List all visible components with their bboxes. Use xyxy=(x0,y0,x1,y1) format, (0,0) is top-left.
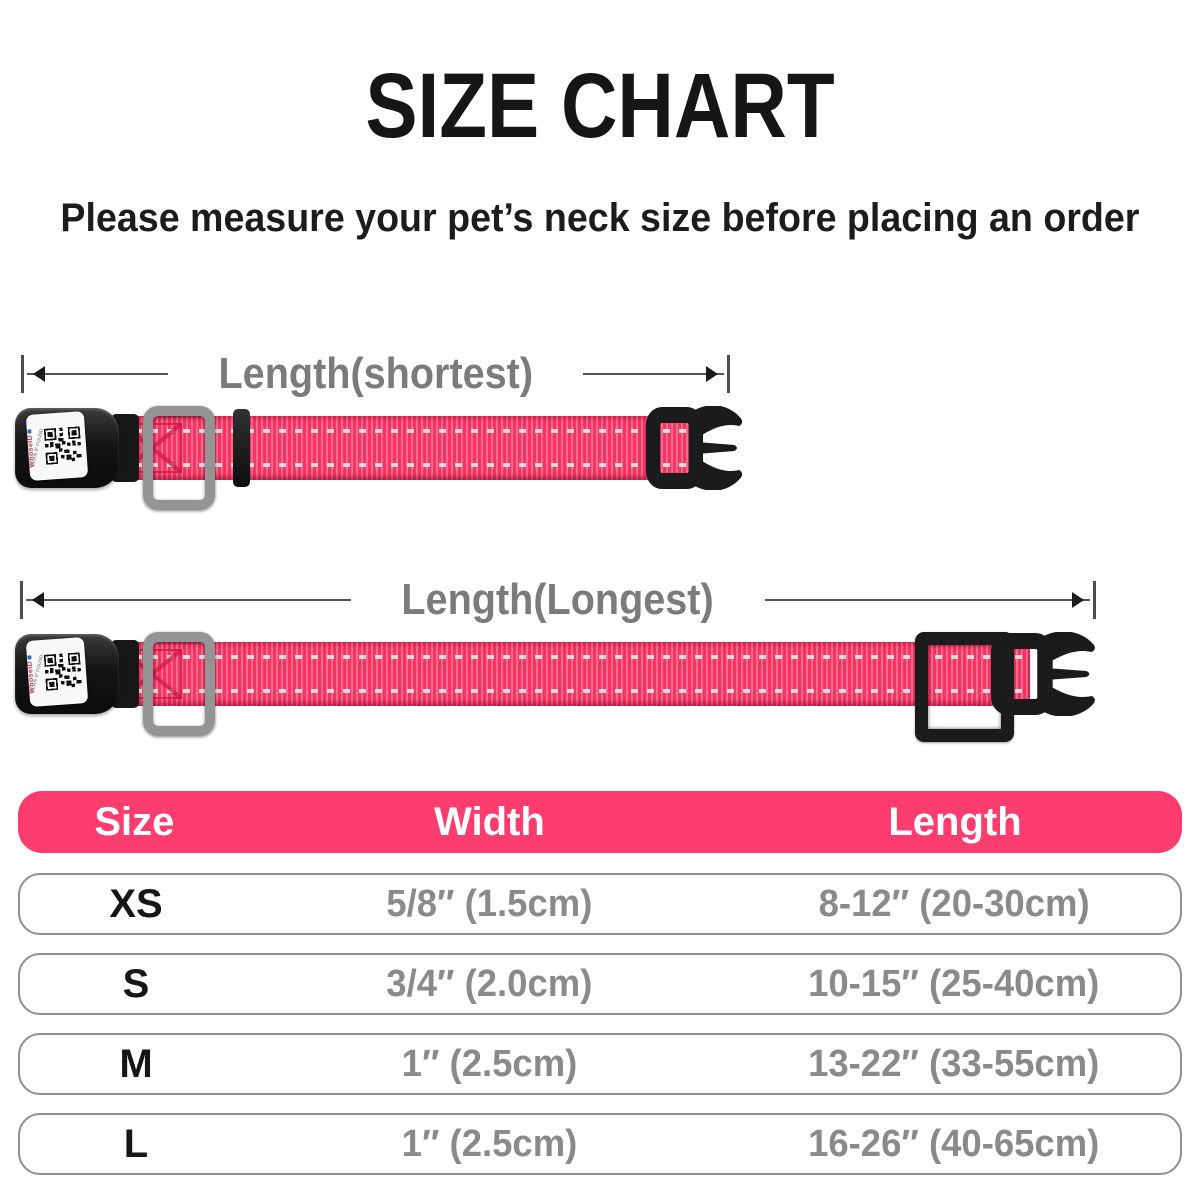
subtitle-text: Please measure your pet’s neck size befo… xyxy=(60,196,1140,240)
qr-pet-tag: WhoseID SCAN IF FOUND xyxy=(25,637,89,707)
size-cell: S xyxy=(122,961,150,1006)
buckle-male xyxy=(990,632,1095,716)
column-header-size: Size xyxy=(94,799,175,844)
length-cell: 10-15″ (25-40cm) xyxy=(808,962,1100,1005)
width-cell: 1″ (2.5cm) xyxy=(401,1122,578,1165)
subtitle: Please measure your pet’s neck size befo… xyxy=(0,196,1200,241)
d-ring xyxy=(143,632,215,736)
length-cell: 16-26″ (40-65cm) xyxy=(808,1122,1100,1165)
qr-pet-tag: WhoseID SCAN IF FOUND xyxy=(25,411,89,481)
collar-longest: WhoseID SCAN IF FOUND xyxy=(15,632,1100,742)
buckle-male xyxy=(645,406,743,490)
page-title-text: SIZE CHART xyxy=(365,55,835,157)
width-cell: 5/8″ (1.5cm) xyxy=(386,882,593,925)
dimension-tick-right xyxy=(727,355,730,393)
column-header-length: Length xyxy=(888,799,1022,844)
dimension-tick-right xyxy=(1093,581,1097,619)
table-row-l: L 1″ (2.5cm) 16-26″ (40-65cm) xyxy=(18,1113,1182,1175)
dimension-label-longest: Length(Longest) xyxy=(401,575,715,624)
dimension-arrow-right xyxy=(583,366,724,382)
width-cell: 1″ (2.5cm) xyxy=(401,1042,578,1085)
d-ring xyxy=(143,406,215,510)
qr-code-icon xyxy=(43,652,83,691)
collar-shortest: WhoseID SCAN IF FOUND xyxy=(15,406,745,510)
size-cell: M xyxy=(119,1041,153,1086)
table-row-m: M 1″ (2.5cm) 13-22″ (33-55cm) xyxy=(18,1033,1182,1095)
dimension-arrow-right xyxy=(764,592,1091,608)
table-row-s: S 3/4″ (2.0cm) 10-15″ (25-40cm) xyxy=(18,953,1182,1015)
dimension-line-shortest: Length(shortest) xyxy=(21,349,730,398)
column-header-width: Width xyxy=(434,799,545,844)
table-row-xs: XS 5/8″ (1.5cm) 8-12″ (20-30cm) xyxy=(18,873,1182,935)
dimension-arrow-left xyxy=(26,592,352,608)
width-cell: 3/4″ (2.0cm) xyxy=(386,962,593,1005)
dimension-label-shortest: Length(shortest) xyxy=(218,349,533,398)
strap-keeper xyxy=(233,409,250,487)
length-cell: 8-12″ (20-30cm) xyxy=(818,882,1090,925)
page-title: SIZE CHART xyxy=(0,58,1200,155)
qr-code-icon xyxy=(43,426,83,465)
size-cell: XS xyxy=(109,881,163,926)
length-cell: 13-22″ (33-55cm) xyxy=(808,1042,1100,1085)
size-cell: L xyxy=(123,1121,149,1166)
dimension-arrow-left xyxy=(27,366,168,382)
dimension-tick-left xyxy=(21,355,24,393)
dimension-tick-left xyxy=(20,581,23,619)
dimension-line-longest: Length(Longest) xyxy=(20,575,1097,624)
collar-strap xyxy=(71,642,1030,706)
table-header: Size Width Length xyxy=(18,791,1182,853)
